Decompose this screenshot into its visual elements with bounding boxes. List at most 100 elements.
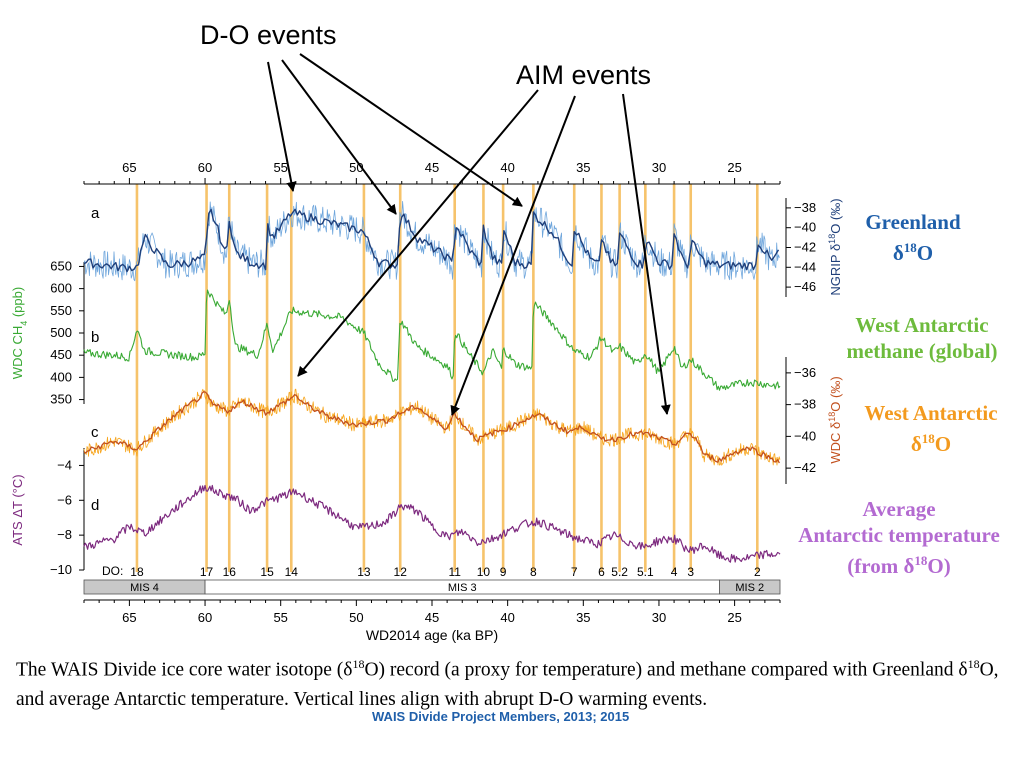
annotation-arrow (450, 95, 576, 416)
panel-letter-c: c (91, 424, 99, 441)
credit-text: WAIS Divide Project Members, 2013; 2015 (372, 709, 630, 724)
methane-axis-tick-label: 500 (50, 325, 72, 340)
wdc-axis-title-part: O (‰) (828, 376, 843, 411)
annotation-arrow (281, 59, 397, 215)
do-event-label: 18 (130, 565, 144, 579)
top-axis-tick-label: 55 (273, 160, 287, 175)
do-event-label: 5.1 (637, 565, 654, 579)
methane-axis-tick-label: 600 (50, 281, 72, 296)
top-axis-tick-label: 40 (500, 160, 514, 175)
do-event-label: 16 (223, 565, 237, 579)
ngrip-smooth-line (83, 208, 780, 273)
ngrip-axis-title-part: NGRIP δ (828, 244, 843, 296)
wdc-raw-line (83, 388, 781, 466)
ats-label-line2: Antarctic temperature (798, 523, 1000, 547)
panel-letter-d: d (91, 497, 99, 514)
mis-label: MIS 4 (130, 582, 159, 594)
do-event-label: 6 (598, 565, 605, 579)
bottom-axis-tick-label: 35 (576, 610, 590, 625)
ngrip-axis-tick-label: −38 (794, 200, 816, 215)
do-event-label: 10 (477, 565, 491, 579)
methane-axis-title-part: 4 (19, 321, 29, 326)
bottom-axis-tick-label: 55 (273, 610, 287, 625)
wdc-axis-tick-label: −42 (794, 460, 816, 475)
figure-caption: The WAIS Divide ice core water isotope (… (16, 657, 999, 710)
bottom-axis-tick-label: 65 (122, 610, 136, 625)
methane-label: West Antarctic methane (global) (832, 312, 1012, 364)
do-event-label: 7 (571, 565, 578, 579)
top-axis-tick-label: 65 (122, 160, 136, 175)
wdc-axis-title-part: WDC δ (828, 422, 843, 464)
do-event-label: 3 (687, 565, 694, 579)
do-prefix-label: DO: (102, 564, 123, 578)
chart-labels: a b c d DO: 18 17 16 15 14 13 12 11 10 9 8 7 6 5.2 5.1 4 3 2 MI… (83, 205, 781, 595)
do-event-label: 9 (500, 565, 507, 579)
mis-label: MIS 3 (448, 582, 477, 594)
ats-axis-title-part: ATS ΔT (°C) (10, 474, 25, 545)
methane-axis-tick-label: 650 (50, 258, 72, 273)
ats-axis-title: ATS ΔT (°C) (10, 474, 25, 545)
annotation-arrow (622, 93, 671, 415)
panel-letter-b: b (91, 329, 99, 346)
ngrip-axis-title-part: 18 (827, 234, 837, 244)
mis-band (719, 579, 781, 595)
panel-letter-a: a (91, 205, 100, 222)
ngrip-axis-tick-label: −40 (794, 220, 816, 235)
ats-label: Average Antarctic temperature (from δ18O… (776, 496, 1022, 579)
bottom-axis-tick-label: 30 (652, 610, 666, 625)
ats-axis-tick-label: −10 (50, 562, 72, 577)
annotation-arrow (297, 89, 539, 377)
bottom-axis-tick-label: 45 (425, 610, 439, 625)
mis-label: MIS 2 (735, 582, 764, 594)
do-events-title: D-O events (200, 20, 337, 50)
ngrip-axis-tick-label: −42 (794, 240, 816, 255)
ats-axis-tick-label: −6 (57, 492, 72, 507)
methane-axis-tick-label: 400 (50, 369, 72, 384)
ats-line (83, 484, 781, 563)
do-event-label: 13 (357, 565, 371, 579)
ngrip-raw-line (83, 201, 780, 282)
annotation-arrows (267, 53, 671, 416)
methane-label-line1: West Antarctic (855, 313, 989, 337)
do-event-label: 11 (448, 565, 461, 579)
ngrip-axis-title: NGRIP δ18O (‰) (827, 198, 843, 295)
methane-axis-title: WDC CH4 (ppb) (10, 287, 29, 379)
bottom-axis-tick-label: 25 (727, 610, 741, 625)
wdc-axis-title-part: 18 (827, 412, 837, 422)
annotation-arrow (299, 53, 523, 207)
methane-axis-title-part: WDC CH (10, 326, 25, 379)
do-event-label: 4 (671, 565, 678, 579)
ats-axis-tick-label: −8 (57, 527, 72, 542)
top-axis-tick-label: 30 (652, 160, 666, 175)
do-event-lines (135, 184, 759, 572)
wdc-axis-tick-label: −36 (794, 365, 816, 380)
chart-series (83, 201, 781, 563)
wdc-smooth-line (83, 391, 780, 464)
aim-events-title: AIM events (516, 60, 652, 90)
top-axis-tick-label: 25 (727, 160, 741, 175)
wdc-axis-tick-label: −40 (794, 428, 816, 443)
top-axis-tick-label: 35 (576, 160, 590, 175)
methane-axis-tick-label: 350 (50, 392, 72, 407)
ngrip-axis-tick-label: −44 (794, 259, 816, 274)
bottom-axis-tick-label: 50 (349, 610, 363, 625)
methane-axis-tick-label: 450 (50, 347, 72, 362)
methane-axis-tick-label: 550 (50, 303, 72, 318)
x-axis-label: WD2014 age (ka BP) (366, 627, 498, 643)
do-event-label: 14 (285, 565, 299, 579)
do-event-label: 17 (200, 565, 214, 579)
methane-line (83, 289, 781, 391)
wdc-o18-label-line2: δ18O (910, 431, 952, 456)
wdc-o18-label-line1: West Antarctic (864, 401, 998, 425)
do-event-label: 2 (754, 565, 761, 579)
do-event-label: 5.2 (611, 565, 628, 579)
ats-label-line3: (from δ18O) (847, 553, 951, 578)
chart-axes: 656560605555505045454040353530302525WD20… (10, 160, 843, 643)
methane-label-line2: methane (global) (846, 339, 998, 363)
top-axis-tick-label: 60 (198, 160, 212, 175)
do-event-label: 12 (394, 565, 408, 579)
greenland-label-line2: δ18O (892, 240, 934, 265)
greenland-label-line1: Greenland (865, 210, 961, 234)
bottom-axis-tick-label: 60 (198, 610, 212, 625)
